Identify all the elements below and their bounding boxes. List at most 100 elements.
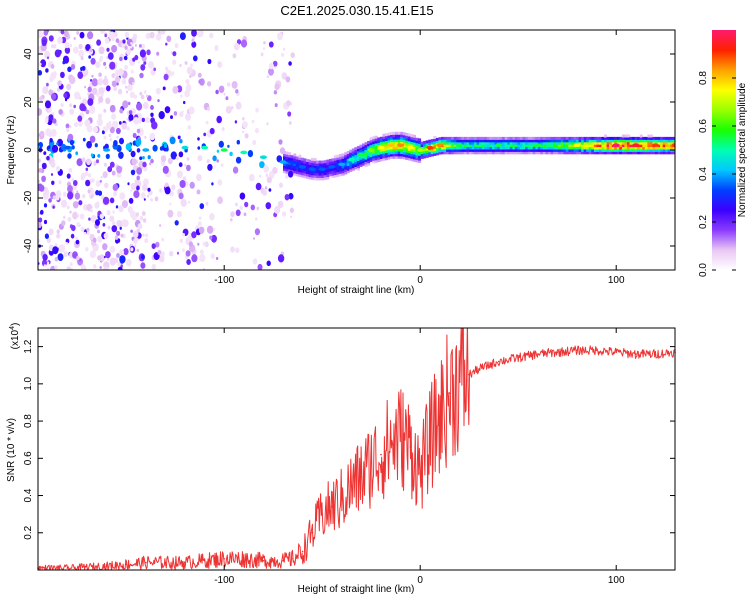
spectrogram-cell (609, 141, 613, 145)
spectrogram-cell (504, 139, 508, 143)
spectrogram-cell (364, 147, 368, 150)
spectrogram-noise-cell (205, 201, 209, 206)
spectrogram-noise-cell (164, 186, 171, 195)
spectrogram-noise-cell (215, 89, 219, 95)
spectrogram-noise-cell (80, 56, 84, 61)
spectrogram-cell (288, 164, 292, 168)
spectrogram-cell (392, 155, 396, 159)
spectrogram-cell (652, 136, 656, 140)
spectrogram-cell (558, 136, 562, 140)
spectrogram-noise-cell (136, 148, 141, 153)
spectrogram-cell (550, 136, 554, 140)
spectrogram-noise-cell (112, 221, 116, 226)
snr-data-point (184, 561, 186, 564)
spectrogram-cell (502, 136, 506, 140)
spectrogram-cell (507, 148, 511, 152)
spectrogram-cell (443, 146, 447, 150)
spectrogram-cell (425, 154, 429, 158)
spectrogram-noise-cell (259, 161, 265, 169)
spectrogram-noise-cell (39, 96, 43, 102)
spectrogram-noise-cell (180, 198, 187, 207)
spectrogram-cell (627, 141, 631, 145)
spectrogram-noise-cell (55, 165, 61, 172)
spectrogram-cells (38, 30, 675, 270)
spectrogram-cell (542, 141, 546, 145)
spectrogram-cell (662, 151, 666, 155)
spectrogram-noise-cell (215, 257, 219, 260)
spectrogram-noise-cell (198, 30, 204, 37)
spectrogram-cell (395, 136, 399, 140)
spectrogram-noise-cell (128, 110, 133, 115)
spectrogram-noise-cell (86, 124, 93, 133)
snr-data-point (497, 360, 500, 363)
spectrogram-cell (456, 141, 460, 145)
spectrogram-cell (537, 141, 541, 145)
spectrogram-cell (321, 165, 325, 169)
snr-data-point (595, 349, 598, 352)
spectrogram-noise-cell (207, 106, 210, 111)
spectrogram-noise-cell (286, 100, 291, 107)
spectrogram-noise-cell (143, 61, 147, 65)
spectrogram-cell (535, 136, 539, 140)
spectrogram-cell (397, 155, 401, 159)
spectrogram-noise-cell (109, 61, 116, 70)
spectrogram-cell (573, 139, 577, 143)
spectrogram-cell (596, 144, 600, 148)
spectrogram-cell (362, 160, 366, 164)
spectrogram-cell (369, 137, 373, 141)
spectrogram-noise-cell (189, 181, 195, 189)
spectrogram-cell (591, 146, 595, 150)
spectrogram-cell (379, 148, 383, 152)
spectrogram-cell (300, 162, 304, 166)
spectrogram-cell (512, 146, 516, 150)
spectrogram-cell (356, 162, 360, 166)
spectrogram-cell (316, 163, 320, 166)
snr-x-ticks: -100 0 100 (214, 328, 625, 586)
spectrogram-noise-cell (165, 42, 168, 46)
spectrogram-cell (570, 144, 574, 148)
spectrogram-cell (415, 157, 419, 160)
spectrogram-cell (341, 172, 345, 176)
spectrogram-cell (568, 148, 572, 152)
spectrogram-noise-cell (111, 44, 118, 53)
spectrogram-cell (644, 141, 648, 145)
spectrogram-cell (649, 148, 653, 152)
snr-data-point (458, 381, 461, 383)
spectrogram-noise-cell (277, 254, 285, 263)
colorbar-label: Normalized spectral amplitude (737, 82, 748, 217)
spectrogram-cell (453, 136, 457, 140)
spectrogram-cell (290, 160, 294, 163)
spectrogram-noise-cell (141, 211, 146, 216)
spectrogram-ridge-point (416, 148, 424, 152)
spectrogram-cell (374, 152, 378, 156)
spectrogram-noise-cell (155, 87, 161, 95)
spectrogram-cell (298, 161, 302, 165)
spectrogram-cell (295, 166, 299, 170)
spectrogram-cell (530, 146, 534, 150)
spectrogram-noise-cell (179, 139, 183, 144)
spectrogram-cell (481, 146, 485, 150)
snr-data-point (439, 416, 441, 419)
spectrogram-cell (387, 156, 391, 160)
spectrogram-cell (412, 151, 416, 155)
spectrogram-cell (395, 153, 399, 157)
spectrogram-cell (321, 175, 325, 178)
spectrogram-cell (537, 151, 541, 155)
spectrogram-cell (407, 140, 411, 144)
snr-y-tick-label: 0.6 (23, 451, 34, 465)
spectrogram-cell (448, 151, 452, 155)
spectrogram-noise-cell (43, 151, 47, 156)
spectrogram-cell (540, 151, 544, 155)
spectrogram-cell (356, 158, 360, 161)
spectrogram-noise-cell (202, 241, 206, 246)
spectrogram-cell (372, 141, 376, 145)
spectrogram-cell (331, 170, 335, 174)
spectrogram-ridge-point (318, 167, 326, 171)
spectrogram-cell (331, 163, 335, 167)
spectrogram-cell (288, 159, 292, 163)
spectrogram-cell (407, 147, 411, 151)
spectrogram-noise-cell (132, 81, 135, 85)
spectrogram-cell (410, 158, 414, 162)
spectrogram-cell (331, 175, 335, 179)
